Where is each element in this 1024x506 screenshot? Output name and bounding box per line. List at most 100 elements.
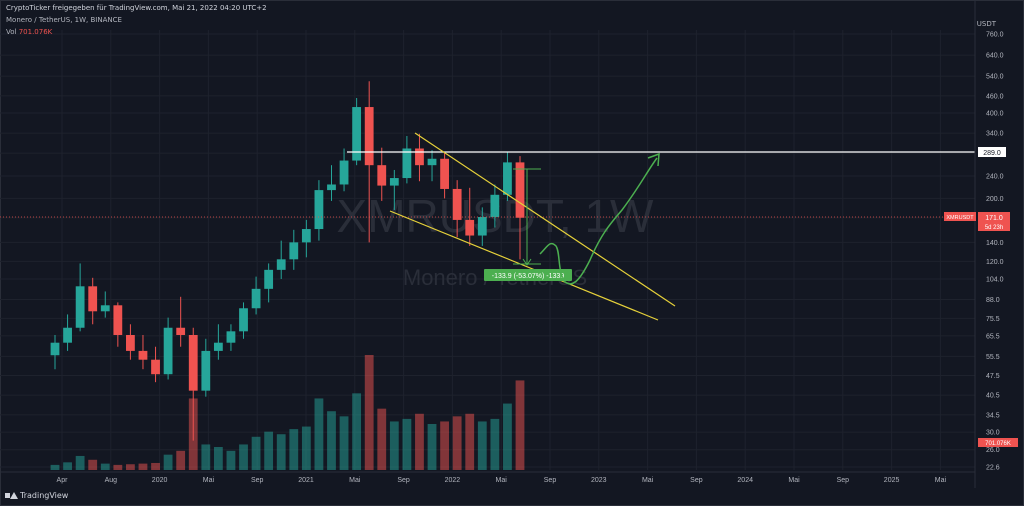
volume-bar bbox=[490, 418, 500, 470]
price-tick-label: 75.5 bbox=[986, 316, 1000, 323]
price-tick-label: 400.0 bbox=[986, 111, 1004, 118]
volume-legend-value: 701.076K bbox=[18, 28, 53, 36]
volume-bar bbox=[415, 413, 424, 470]
time-tick-label: 2022 bbox=[445, 477, 461, 484]
candle-body bbox=[352, 107, 362, 161]
candle-body bbox=[75, 286, 85, 328]
candle-body bbox=[226, 331, 236, 343]
trendline-lower[interactable] bbox=[389, 210, 659, 321]
price-tick-label: 65.5 bbox=[986, 333, 1000, 340]
time-tick-label: 2024 bbox=[737, 477, 753, 484]
volume-bar bbox=[314, 398, 324, 470]
candle-body bbox=[264, 269, 274, 289]
trendline-upper[interactable] bbox=[414, 132, 676, 307]
volume-bar bbox=[176, 450, 186, 470]
candle-body bbox=[239, 308, 248, 332]
candle-body bbox=[327, 184, 336, 191]
tradingview-brand-text: TradingView bbox=[20, 491, 69, 500]
candle-body bbox=[465, 219, 475, 236]
price-tick-label: 200.0 bbox=[986, 196, 1004, 203]
time-tick-label: Sep bbox=[544, 477, 557, 484]
price-tick-label: 22.6 bbox=[986, 465, 1000, 472]
currency-label: USDT bbox=[976, 20, 996, 28]
volume-bar bbox=[50, 464, 60, 470]
candle-body bbox=[364, 107, 374, 166]
candle-body bbox=[276, 259, 286, 270]
measure-label-box bbox=[484, 269, 572, 281]
price-axis[interactable]: 760.0 640.0 540.0 460.0 400.0 340.0 289.0 240.0… bbox=[974, 0, 1004, 488]
candle-body bbox=[289, 242, 299, 260]
volume-bar bbox=[515, 380, 525, 470]
time-tick-label: 2023 bbox=[591, 477, 607, 484]
volume-bar bbox=[251, 436, 261, 470]
volume-bar bbox=[138, 463, 148, 470]
time-tick-label: 2021 bbox=[298, 477, 314, 484]
badge-volume: 701.076K bbox=[978, 438, 1018, 447]
volume-bar bbox=[477, 421, 487, 470]
volume-bar bbox=[377, 408, 387, 470]
volume-bar bbox=[276, 434, 286, 470]
time-tick-label: Sep bbox=[690, 477, 703, 484]
candle-layer bbox=[50, 81, 525, 441]
candle-body bbox=[301, 229, 311, 243]
price-tick-label: 460.0 bbox=[986, 93, 1004, 100]
candle-body bbox=[339, 160, 349, 185]
candle-body bbox=[415, 148, 424, 166]
candle-body bbox=[163, 327, 173, 375]
candle-body bbox=[88, 286, 98, 312]
volume-bar bbox=[113, 464, 123, 470]
volume-bar bbox=[339, 416, 349, 470]
price-tick-label: 40.5 bbox=[986, 393, 1000, 400]
badge-symbol: XMRUSDT bbox=[944, 212, 976, 221]
volume-layer bbox=[50, 355, 525, 470]
volume-bar bbox=[75, 455, 85, 470]
measure-tool[interactable]: -133.9 (-53.07%) -1339 bbox=[484, 168, 572, 281]
volume-bar bbox=[301, 426, 311, 470]
chart-symbol-legend[interactable]: Monero / TetherUS, 1W, BINANCE bbox=[6, 16, 122, 24]
tradingview-logo[interactable]: TradingView bbox=[5, 491, 68, 500]
time-tick-label: Aug bbox=[105, 477, 118, 484]
price-tick-label: 30.0 bbox=[986, 430, 1000, 437]
price-tick-label: 540.0 bbox=[986, 74, 1004, 81]
footer: TradingView bbox=[0, 488, 1024, 506]
candle-body bbox=[427, 158, 437, 166]
price-tick-label: 26.0 bbox=[986, 447, 1000, 454]
candle-body bbox=[503, 162, 512, 195]
volume-legend[interactable]: Vol 701.076K bbox=[6, 28, 52, 36]
candle-body bbox=[63, 327, 72, 343]
volume-bar bbox=[100, 463, 110, 470]
volume-bar bbox=[163, 454, 173, 470]
price-tick-label: 120.0 bbox=[986, 259, 1004, 266]
chart-header-title: CryptoTicker freigegeben für TradingView… bbox=[6, 4, 267, 12]
candle-body bbox=[176, 327, 186, 335]
candle-body bbox=[201, 350, 211, 391]
badge-hline: 289.0 bbox=[978, 147, 1006, 157]
projection-arrow[interactable] bbox=[539, 157, 658, 285]
candle-body bbox=[452, 188, 462, 220]
candle-body bbox=[251, 288, 261, 309]
candle-body bbox=[188, 334, 198, 391]
time-tick-label: Mai bbox=[642, 477, 654, 484]
volume-bar bbox=[352, 393, 362, 470]
badge-countdown-text: 5d 23h bbox=[985, 225, 1003, 231]
candle-body bbox=[50, 342, 60, 356]
volume-bar bbox=[88, 459, 98, 470]
tradingview-logo-icon bbox=[5, 491, 18, 500]
time-axis[interactable]: Apr Aug 2020 Mai Sep 2021 Mai Sep 2022 Mai Sep 2023… bbox=[0, 471, 975, 484]
badge-symbol-text: XMRUSDT bbox=[946, 215, 974, 221]
candle-body bbox=[126, 334, 135, 351]
price-tick-label: 55.5 bbox=[986, 354, 1000, 361]
volume-bar bbox=[452, 416, 462, 470]
volume-bar bbox=[503, 403, 512, 470]
volume-bar bbox=[389, 421, 399, 470]
volume-bar bbox=[264, 431, 274, 470]
candle-body bbox=[440, 158, 449, 189]
projection-arrowhead-icon bbox=[647, 152, 660, 167]
candle-body bbox=[377, 165, 387, 186]
volume-bar bbox=[465, 413, 475, 470]
candle-body bbox=[477, 217, 487, 236]
time-tick-label: Mai bbox=[496, 477, 508, 484]
volume-bar bbox=[63, 462, 72, 470]
volume-bar bbox=[289, 429, 299, 470]
